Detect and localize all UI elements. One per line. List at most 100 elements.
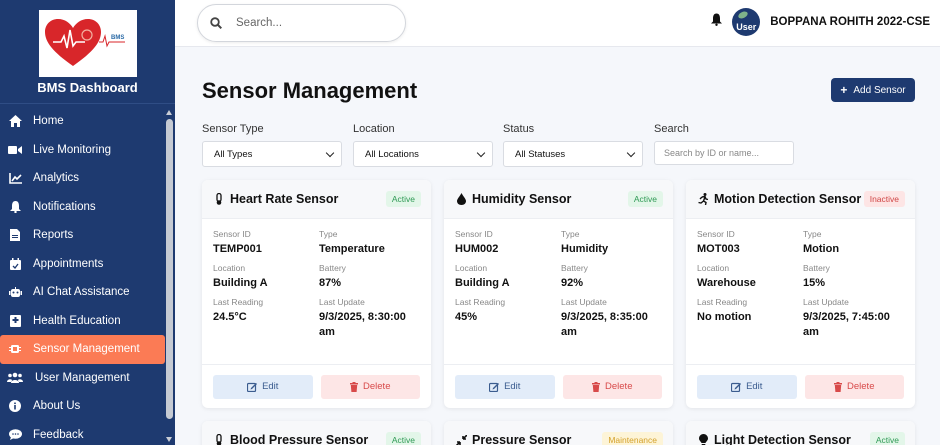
field-label: Type — [803, 229, 822, 239]
card-title: Blood Pressure Sensor — [230, 433, 369, 445]
card-header: Humidity Sensor Active — [444, 180, 673, 219]
sidebar-item-home[interactable]: Home — [0, 107, 165, 136]
sensor-reading: 24.5°C — [213, 311, 247, 323]
edit-icon — [247, 382, 258, 392]
sensor-type-select[interactable]: All Types — [202, 141, 342, 167]
bell-icon — [7, 200, 23, 214]
avatar[interactable]: User — [732, 8, 761, 36]
card-header: Heart Rate Sensor Active — [202, 180, 431, 219]
lightbulb-icon — [697, 434, 709, 445]
add-sensor-label: Add Sensor — [853, 84, 906, 96]
chevron-down-icon — [476, 148, 486, 157]
field-label: Location — [213, 263, 246, 273]
sidebar-item-label: AI Chat Assistance — [33, 286, 130, 299]
edit-label: Edit — [746, 381, 763, 392]
sensor-card: Motion Detection Sensor Inactive Sensor … — [686, 180, 915, 408]
user-name[interactable]: BOPPANA ROHITH 2022-CSE — [770, 16, 930, 28]
status-badge: Active — [385, 432, 421, 445]
location-select[interactable]: All Locations — [353, 141, 493, 167]
status-badge: Active — [627, 191, 663, 207]
field-label: Battery — [561, 263, 588, 273]
sensor-location: Building A — [455, 277, 510, 289]
field-label: Sensor ID — [213, 229, 251, 239]
sidebar-item-user-management[interactable]: User Management — [0, 364, 165, 393]
edit-label: Edit — [504, 381, 521, 392]
sensor-reading: 45% — [455, 311, 478, 323]
card-header: Light Detection Sensor Active — [686, 421, 915, 445]
sidebar-item-about-us[interactable]: About Us — [0, 392, 165, 421]
svg-text:BMS: BMS — [111, 35, 124, 41]
sensor-type: Humidity — [561, 243, 609, 255]
home-icon — [7, 114, 23, 128]
sidebar-item-notifications[interactable]: Notifications — [0, 193, 165, 222]
sensor-last-update: 9/3/2025, 8:30:00 am — [319, 311, 406, 338]
sidebar-item-feedback[interactable]: Feedback — [0, 421, 165, 445]
delete-label: Delete — [605, 381, 633, 392]
chevron-down-icon — [626, 148, 636, 157]
field-label: Location — [455, 263, 488, 273]
global-search-input[interactable] — [236, 17, 386, 29]
thermometer-icon — [213, 193, 225, 205]
field-label: Last Update — [561, 297, 607, 307]
sidebar-item-ai-chat[interactable]: AI Chat Assistance — [0, 278, 165, 307]
delete-button[interactable]: Delete — [562, 374, 662, 399]
trash-icon — [834, 381, 843, 392]
card-title: Motion Detection Sensor — [714, 192, 862, 206]
scroll-up-arrow-icon[interactable] — [166, 110, 172, 115]
chart-line-icon — [7, 171, 23, 185]
calendar-check-icon — [7, 257, 23, 271]
notification-bell-icon[interactable] — [711, 13, 723, 31]
field-label: Type — [319, 229, 338, 239]
sidebar-scrollbar[interactable] — [164, 108, 175, 445]
sidebar-item-label: Notifications — [33, 200, 96, 213]
sidebar-item-label: Appointments — [33, 257, 104, 270]
card-title: Heart Rate Sensor — [230, 192, 339, 206]
global-search[interactable] — [197, 4, 406, 42]
sidebar-item-reports[interactable]: Reports — [0, 221, 165, 250]
filter-search: Search — [654, 123, 794, 165]
delete-label: Delete — [363, 381, 391, 392]
sensor-search-input[interactable] — [654, 141, 794, 165]
edit-button[interactable]: Edit — [455, 374, 555, 399]
sidebar-item-analytics[interactable]: Analytics — [0, 164, 165, 193]
field-label: Last Update — [319, 297, 365, 307]
brand-title: BMS Dashboard — [37, 80, 138, 95]
book-medical-icon — [7, 314, 23, 328]
sensor-card: Heart Rate Sensor Active Sensor ID TEMP00… — [202, 180, 431, 408]
field-label: Type — [561, 229, 580, 239]
sensor-id: HUM002 — [455, 243, 499, 255]
sensor-id: TEMP001 — [213, 243, 262, 255]
card-header: Pressure Sensor Maintenance — [444, 421, 673, 445]
field-label: Sensor ID — [455, 229, 493, 239]
add-sensor-button[interactable]: + Add Sensor — [831, 78, 915, 102]
sidebar-item-appointments[interactable]: Appointments — [0, 250, 165, 279]
droplet-icon — [455, 193, 467, 205]
edit-button[interactable]: Edit — [213, 374, 313, 399]
search-icon — [210, 17, 222, 29]
sidebar-item-label: About Us — [33, 400, 81, 413]
trash-icon — [350, 381, 359, 392]
sidebar-nav: Home Live Monitoring Analytics Notificat… — [0, 107, 165, 445]
sidebar-item-sensor-management[interactable]: Sensor Management — [0, 335, 165, 364]
sensor-battery: 92% — [561, 277, 584, 289]
sensor-card: Pressure Sensor Maintenance — [444, 421, 673, 445]
delete-button[interactable]: Delete — [804, 374, 904, 399]
edit-label: Edit — [262, 381, 279, 392]
scroll-down-arrow-icon[interactable] — [166, 437, 172, 442]
filter-label: Location — [353, 123, 395, 135]
sidebar-item-live-monitoring[interactable]: Live Monitoring — [0, 136, 165, 165]
status-badge: Inactive — [863, 191, 905, 207]
logo[interactable]: BMS — [38, 10, 137, 77]
status-badge: Maintenance — [602, 432, 663, 445]
topbar: User BOPPANA ROHITH 2022-CSE — [175, 0, 940, 47]
running-icon — [697, 193, 709, 205]
edit-button[interactable]: Edit — [697, 374, 797, 399]
sidebar-item-health-education[interactable]: Health Education — [0, 307, 165, 336]
scroll-thumb[interactable] — [166, 119, 173, 419]
plus-icon: + — [840, 83, 848, 97]
delete-label: Delete — [847, 381, 875, 392]
field-label: Last Reading — [455, 297, 506, 307]
status-select[interactable]: All Statuses — [503, 141, 643, 167]
field-label: Location — [697, 263, 730, 273]
delete-button[interactable]: Delete — [320, 374, 420, 399]
